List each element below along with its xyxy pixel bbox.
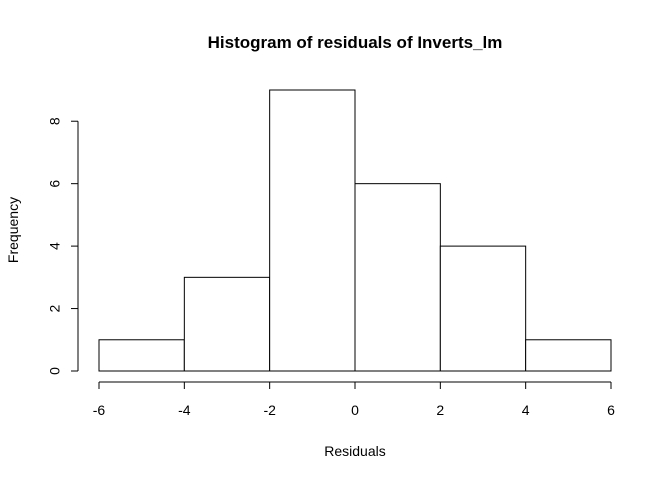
x-tick-label: 6 xyxy=(607,402,615,418)
histogram-bar xyxy=(269,89,356,372)
x-tick-label: -2 xyxy=(263,402,276,418)
x-tick-label: 2 xyxy=(436,402,444,418)
histogram-bar xyxy=(183,276,271,372)
x-tick-label: -4 xyxy=(178,402,191,418)
histogram-bar xyxy=(525,339,612,372)
y-tick-label: 0 xyxy=(47,367,63,375)
histogram-bar xyxy=(98,339,185,372)
histogram-bar xyxy=(354,183,441,372)
histogram-bar xyxy=(439,245,527,372)
y-axis: 0 2 4 6 8 xyxy=(47,117,79,375)
y-tick-label: 2 xyxy=(47,304,63,312)
x-axis: -6 -4 -2 0 2 4 6 xyxy=(93,381,615,418)
chart-title: Histogram of residuals of Inverts_lm xyxy=(208,33,503,52)
y-tick-label: 4 xyxy=(47,242,63,250)
bars-group xyxy=(98,89,612,372)
y-tick-label: 6 xyxy=(47,180,63,188)
x-tick-label: 0 xyxy=(351,402,359,418)
y-tick-label: 8 xyxy=(47,117,63,125)
x-tick-label: -6 xyxy=(93,402,106,418)
x-tick-label: 4 xyxy=(522,402,530,418)
y-axis-label: Frequency xyxy=(5,197,21,263)
x-axis-label: Residuals xyxy=(324,443,385,459)
